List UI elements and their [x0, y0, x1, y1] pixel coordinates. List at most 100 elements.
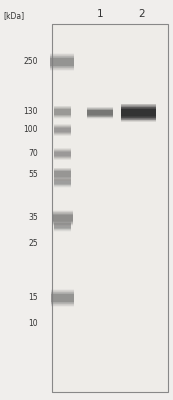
- Text: 35: 35: [28, 214, 38, 222]
- Bar: [87, 107, 113, 119]
- Bar: [54, 152, 71, 156]
- Bar: [54, 176, 71, 188]
- Text: 25: 25: [28, 240, 38, 248]
- Text: 15: 15: [28, 294, 38, 302]
- Bar: [121, 104, 156, 122]
- Bar: [54, 168, 71, 180]
- Bar: [54, 177, 71, 187]
- FancyBboxPatch shape: [52, 24, 168, 392]
- Bar: [54, 150, 71, 158]
- Bar: [54, 170, 71, 178]
- Bar: [51, 294, 74, 302]
- Bar: [54, 177, 71, 187]
- Bar: [51, 293, 74, 303]
- Bar: [121, 109, 156, 116]
- Bar: [87, 110, 113, 115]
- Text: 1: 1: [97, 9, 104, 19]
- Bar: [54, 108, 71, 116]
- Bar: [87, 107, 113, 118]
- Bar: [54, 148, 71, 160]
- Bar: [87, 110, 113, 116]
- Bar: [54, 220, 71, 232]
- Bar: [54, 109, 71, 115]
- Bar: [87, 108, 113, 118]
- Bar: [54, 127, 71, 133]
- Bar: [51, 294, 74, 302]
- Bar: [52, 212, 73, 224]
- Bar: [51, 290, 74, 306]
- Bar: [54, 168, 71, 180]
- Bar: [54, 127, 71, 133]
- Bar: [50, 54, 74, 70]
- Bar: [54, 221, 71, 231]
- Bar: [50, 54, 74, 70]
- Bar: [54, 178, 71, 186]
- Bar: [52, 211, 73, 225]
- Bar: [87, 108, 113, 117]
- Bar: [54, 124, 71, 136]
- Bar: [51, 290, 74, 306]
- Bar: [54, 223, 71, 229]
- Bar: [54, 106, 71, 118]
- Bar: [52, 212, 73, 224]
- Bar: [54, 109, 71, 114]
- Bar: [54, 221, 71, 231]
- Bar: [54, 178, 71, 186]
- Bar: [54, 149, 71, 159]
- Bar: [54, 224, 71, 228]
- Bar: [54, 150, 71, 158]
- Bar: [54, 223, 71, 229]
- Bar: [54, 151, 71, 157]
- Bar: [121, 108, 156, 118]
- Bar: [52, 214, 73, 222]
- Text: 55: 55: [28, 170, 38, 178]
- Text: [kDa]: [kDa]: [3, 11, 25, 20]
- Bar: [50, 55, 74, 69]
- Bar: [54, 169, 71, 179]
- Bar: [54, 222, 71, 230]
- Bar: [54, 171, 71, 177]
- Bar: [51, 292, 74, 304]
- Bar: [52, 210, 73, 226]
- Bar: [54, 108, 71, 116]
- Bar: [54, 108, 71, 116]
- Bar: [54, 168, 71, 180]
- Bar: [51, 289, 74, 307]
- Bar: [121, 105, 156, 120]
- Bar: [54, 178, 71, 186]
- Bar: [54, 125, 71, 135]
- Bar: [54, 126, 71, 134]
- Bar: [54, 179, 71, 185]
- Bar: [54, 149, 71, 159]
- Bar: [87, 110, 113, 116]
- Bar: [51, 291, 74, 305]
- Bar: [87, 109, 113, 116]
- Bar: [51, 292, 74, 304]
- Bar: [54, 124, 71, 136]
- Bar: [50, 56, 74, 68]
- Bar: [121, 104, 156, 121]
- Bar: [52, 214, 73, 222]
- Bar: [54, 126, 71, 134]
- Bar: [54, 151, 71, 157]
- Bar: [52, 213, 73, 223]
- Bar: [54, 107, 71, 117]
- Bar: [87, 108, 113, 118]
- Bar: [54, 222, 71, 230]
- Text: 2: 2: [139, 9, 145, 19]
- Bar: [54, 128, 71, 132]
- Text: 10: 10: [28, 320, 38, 328]
- Bar: [54, 170, 71, 178]
- Bar: [54, 171, 71, 177]
- Bar: [121, 106, 156, 119]
- Bar: [54, 179, 71, 185]
- Bar: [50, 53, 74, 71]
- Bar: [121, 107, 156, 118]
- Bar: [50, 57, 74, 67]
- Bar: [54, 106, 71, 118]
- Bar: [54, 180, 71, 184]
- Bar: [54, 106, 71, 118]
- Text: 100: 100: [24, 126, 38, 134]
- Text: 70: 70: [28, 150, 38, 158]
- Text: 250: 250: [24, 58, 38, 66]
